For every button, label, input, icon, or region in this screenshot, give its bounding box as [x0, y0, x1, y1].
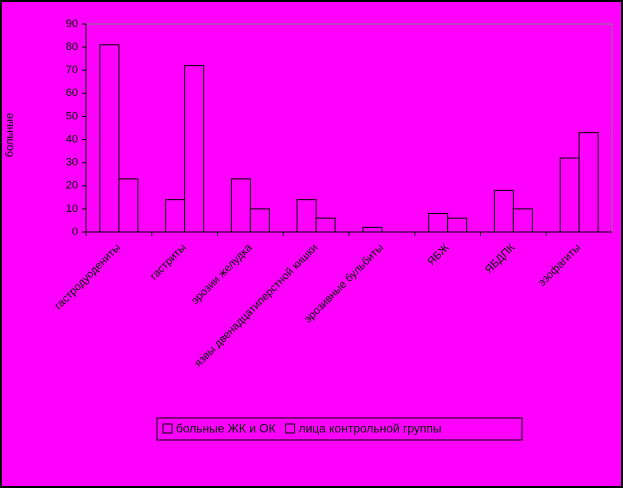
- bar: [118, 178, 139, 233]
- bar: [296, 199, 317, 233]
- y-tick-label: 20: [66, 180, 78, 192]
- bar: [315, 217, 336, 233]
- y-tick-label: 30: [66, 157, 78, 169]
- y-tick-label: 10: [66, 203, 78, 215]
- y-axis-title: больные: [4, 113, 16, 157]
- bar: [447, 217, 468, 233]
- legend-swatch: [162, 423, 173, 434]
- bar: [249, 208, 270, 233]
- bar: [165, 199, 186, 233]
- legend-swatch: [285, 423, 296, 434]
- bar: [493, 189, 514, 233]
- y-tick-label: 80: [66, 41, 78, 53]
- y-tick-label: 60: [66, 87, 78, 99]
- y-tick-label: 40: [66, 133, 78, 145]
- bar: [512, 208, 533, 233]
- y-tick-label: 50: [66, 110, 78, 122]
- legend-label: больные ЖК и ОК: [176, 422, 276, 436]
- bar: [230, 178, 251, 233]
- bar: [578, 132, 599, 233]
- legend-label: лица контрольной группы: [299, 422, 442, 436]
- y-tick-label: 70: [66, 64, 78, 76]
- bar: [362, 226, 383, 233]
- y-tick-label: 0: [72, 226, 78, 238]
- bar: [99, 44, 120, 233]
- bar: [559, 157, 580, 233]
- bar: [184, 65, 205, 233]
- legend-box: [156, 417, 523, 441]
- y-tick-label: 90: [66, 18, 78, 30]
- bar: [428, 213, 449, 233]
